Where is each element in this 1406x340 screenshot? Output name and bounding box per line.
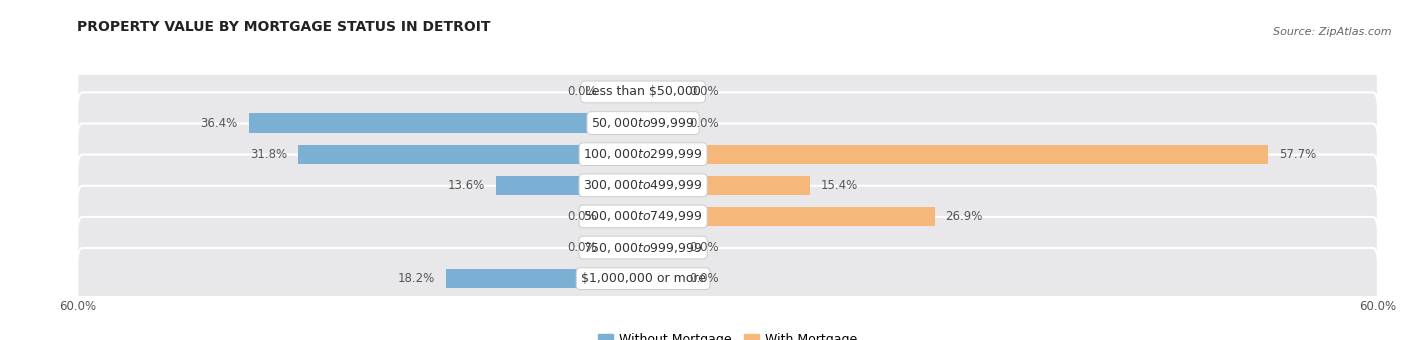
Bar	[249, 114, 643, 133]
Bar	[643, 82, 681, 102]
FancyBboxPatch shape	[77, 217, 1378, 278]
Text: 26.9%: 26.9%	[945, 210, 983, 223]
Text: 0.0%: 0.0%	[567, 241, 596, 254]
Bar	[643, 114, 681, 133]
Text: $1,000,000 or more: $1,000,000 or more	[581, 272, 706, 285]
Bar	[643, 269, 681, 288]
Text: 0.0%: 0.0%	[690, 117, 720, 130]
Text: $50,000 to $99,999: $50,000 to $99,999	[592, 116, 695, 130]
FancyBboxPatch shape	[77, 248, 1378, 309]
Text: PROPERTY VALUE BY MORTGAGE STATUS IN DETROIT: PROPERTY VALUE BY MORTGAGE STATUS IN DET…	[77, 20, 491, 34]
Text: 0.0%: 0.0%	[690, 241, 720, 254]
Text: 31.8%: 31.8%	[250, 148, 288, 161]
FancyBboxPatch shape	[77, 92, 1378, 154]
FancyBboxPatch shape	[77, 186, 1378, 247]
Bar	[643, 176, 810, 195]
Bar	[643, 238, 681, 257]
Bar	[496, 176, 643, 195]
Text: 0.0%: 0.0%	[690, 272, 720, 285]
Text: $500,000 to $749,999: $500,000 to $749,999	[583, 209, 703, 223]
FancyBboxPatch shape	[77, 155, 1378, 216]
Text: 0.0%: 0.0%	[690, 85, 720, 98]
FancyBboxPatch shape	[77, 61, 1378, 123]
Text: 57.7%: 57.7%	[1279, 148, 1316, 161]
Text: $300,000 to $499,999: $300,000 to $499,999	[583, 178, 703, 192]
Text: $750,000 to $999,999: $750,000 to $999,999	[583, 241, 703, 255]
Text: 15.4%: 15.4%	[821, 179, 858, 192]
Bar	[298, 144, 643, 164]
Bar	[643, 207, 935, 226]
Bar	[643, 144, 1268, 164]
Text: Less than $50,000: Less than $50,000	[585, 85, 702, 98]
Bar	[446, 269, 643, 288]
Text: 0.0%: 0.0%	[567, 210, 596, 223]
Text: Source: ZipAtlas.com: Source: ZipAtlas.com	[1274, 27, 1392, 37]
Text: $100,000 to $299,999: $100,000 to $299,999	[583, 147, 703, 161]
Text: 13.6%: 13.6%	[447, 179, 485, 192]
Text: 18.2%: 18.2%	[398, 272, 434, 285]
Bar	[605, 238, 643, 257]
Legend: Without Mortgage, With Mortgage: Without Mortgage, With Mortgage	[593, 328, 862, 340]
FancyBboxPatch shape	[77, 123, 1378, 185]
Bar	[605, 82, 643, 102]
Bar	[605, 207, 643, 226]
Text: 0.0%: 0.0%	[567, 85, 596, 98]
Text: 36.4%: 36.4%	[201, 117, 238, 130]
